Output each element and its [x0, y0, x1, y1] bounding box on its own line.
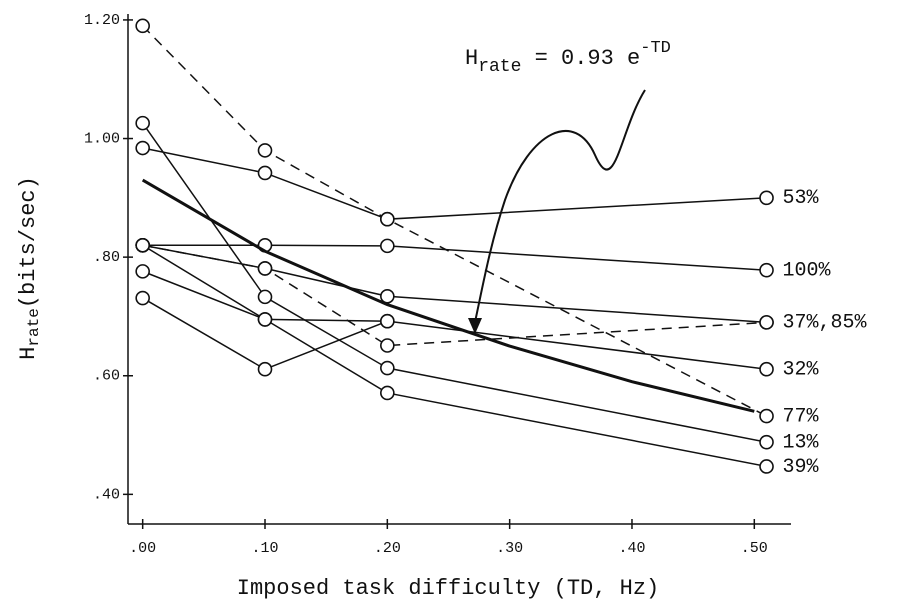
- data-point: [380, 288, 395, 304]
- data-point: [135, 140, 150, 156]
- annotation: Hrate = 0.93 e-TD: [465, 39, 671, 76]
- series-line: [142, 244, 767, 468]
- data-point: [759, 315, 774, 330]
- series-label: 100%: [783, 259, 832, 282]
- series-line: [142, 147, 767, 220]
- data-point: [135, 237, 150, 253]
- data-point: [135, 290, 150, 306]
- data-point: [380, 313, 395, 329]
- annotation-arrow: [474, 89, 646, 323]
- annotation-rest: = 0.93 e: [521, 46, 640, 71]
- data-point: [759, 190, 774, 206]
- data-point: [759, 459, 774, 474]
- series-line: [142, 25, 767, 417]
- data-point: [759, 434, 774, 450]
- y-tick-label: 1.20: [84, 12, 120, 29]
- data-point: [759, 262, 774, 278]
- x-tick-label: .20: [374, 540, 401, 557]
- data-point: [380, 360, 395, 376]
- data-point: [257, 143, 273, 158]
- y-title-main: H: [16, 347, 41, 360]
- data-point: [135, 18, 150, 34]
- x-tick-label: .10: [251, 540, 278, 557]
- series-line: [142, 270, 767, 370]
- arrow-head: [468, 318, 482, 334]
- series-label: 32%: [783, 359, 820, 382]
- y-tick-label: .80: [93, 249, 120, 266]
- data-point: [380, 238, 395, 254]
- y-title-sub: rate: [25, 308, 43, 346]
- fit-curve: [141, 178, 755, 413]
- data-point: [380, 385, 395, 401]
- series-label: 53%: [783, 187, 820, 210]
- annotation-sub: rate: [478, 57, 521, 77]
- annotation-sup: -TD: [640, 39, 671, 58]
- data-point: [135, 264, 150, 279]
- data-point: [135, 115, 150, 131]
- data-point: [759, 408, 774, 424]
- data-point: [257, 289, 273, 305]
- annotation-main: H: [465, 46, 478, 71]
- x-tick-label: .40: [618, 540, 645, 557]
- data-point: [257, 165, 273, 181]
- series-line: [142, 122, 767, 443]
- y-tick-label: .40: [93, 486, 120, 503]
- x-tick-label: .00: [129, 540, 156, 557]
- series-line: [142, 244, 767, 347]
- data-point: [257, 261, 273, 276]
- series-line: [142, 244, 767, 271]
- data-point: [380, 338, 395, 353]
- data-point: [380, 211, 395, 227]
- series-label: 37%,85%: [783, 312, 868, 335]
- series-label: 39%: [783, 456, 820, 479]
- series-line: [142, 297, 388, 371]
- data-point: [257, 361, 273, 377]
- series-line: [142, 244, 767, 324]
- y-tick-label: .60: [93, 368, 120, 385]
- y-title-rest: (bits/sec): [16, 176, 41, 308]
- series-label: 77%: [783, 405, 820, 428]
- x-tick-label: .30: [496, 540, 523, 557]
- x-axis-title: Imposed task difficulty (TD, Hz): [237, 576, 659, 601]
- y-axis-title: Hrate(bits/sec): [16, 176, 43, 360]
- data-point: [257, 312, 273, 327]
- series-label: 13%: [783, 431, 820, 454]
- y-tick-label: 1.00: [84, 131, 120, 148]
- data-point: [759, 361, 774, 377]
- x-tick-label: .50: [741, 540, 768, 557]
